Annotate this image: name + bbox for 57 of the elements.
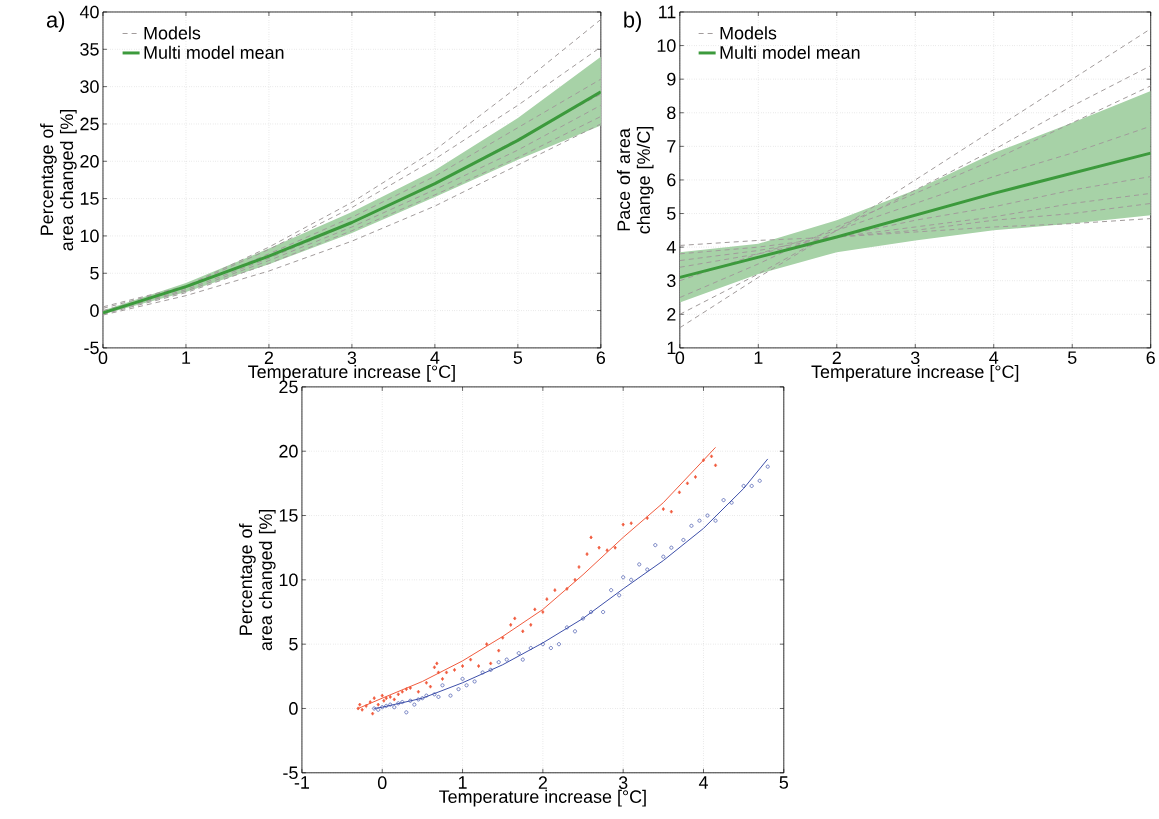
y-tick-label: 6 xyxy=(667,173,676,187)
y-tick-label: 7 xyxy=(667,140,676,153)
y-tick-label: 8 xyxy=(667,106,676,120)
x-tick-label: 2 xyxy=(832,351,841,365)
y-tick-label: 30 xyxy=(80,80,99,94)
y-axis-title: Percentage of area changed [%] xyxy=(239,510,276,651)
x-tick-label: 3 xyxy=(347,351,357,365)
x-tick-label: 1 xyxy=(182,351,191,364)
x-tick-label: 6 xyxy=(596,351,606,365)
x-tick-label: 1 xyxy=(754,351,763,364)
x-tick-label: 6 xyxy=(1146,351,1155,365)
chart-title: a) xyxy=(46,11,65,33)
y-tick-label: -5 xyxy=(84,341,99,355)
y-tick-label: 10 xyxy=(657,39,676,53)
y-tick-label: 0 xyxy=(289,702,298,715)
x-tick-label: 5 xyxy=(1067,351,1077,365)
y-tick-label: 25 xyxy=(279,380,298,394)
x-tick-label: 3 xyxy=(910,351,920,365)
y-tick-label: 1 xyxy=(667,341,676,355)
y-tick-label: 5 xyxy=(90,267,99,280)
x-tick-label: 4 xyxy=(698,776,708,789)
y-tick-label: 3 xyxy=(667,274,676,288)
x-axis-title: Temperature increase [°C] xyxy=(811,365,1019,382)
x-tick-label: 4 xyxy=(989,351,999,364)
legend-label: Multi model mean xyxy=(720,45,860,59)
x-axis-title: Temperature increase [°C] xyxy=(248,365,455,382)
y-tick-label: 15 xyxy=(279,509,298,522)
y-tick-label: 20 xyxy=(80,155,99,168)
y-tick-label: 9 xyxy=(667,72,676,86)
y-tick-label: 35 xyxy=(80,43,99,56)
y-tick-label: 15 xyxy=(80,192,99,205)
x-tick-label: 2 xyxy=(264,351,274,365)
y-tick-label: 20 xyxy=(279,444,298,458)
legend-label: Models xyxy=(720,26,777,40)
y-axis-title: Percentage of area changed [%] xyxy=(40,110,77,251)
x-tick-label: 1 xyxy=(458,776,467,789)
legend-label: Multi model mean xyxy=(144,45,284,59)
y-tick-label: 25 xyxy=(80,117,99,131)
x-tick-label: 3 xyxy=(618,776,628,790)
x-tick-label: 4 xyxy=(430,351,440,364)
y-tick-label: 10 xyxy=(80,229,99,243)
y-tick-label: 5 xyxy=(289,638,298,651)
x-tick-label: 0 xyxy=(377,776,387,790)
y-tick-label: 10 xyxy=(279,573,298,587)
y-tick-label: 5 xyxy=(667,207,676,220)
y-tick-label: 4 xyxy=(666,241,676,254)
x-tick-label: 5 xyxy=(513,351,523,365)
y-tick-label: 2 xyxy=(667,308,676,321)
y-axis-title: Pace of area change [%/C] xyxy=(616,127,654,234)
y-tick-label: 0 xyxy=(90,304,99,318)
x-tick-label: 2 xyxy=(538,776,547,789)
chart-title: b) xyxy=(624,11,641,33)
y-tick-label: 40 xyxy=(79,5,99,19)
legend-label: Models xyxy=(144,26,201,40)
y-tick-label: 11 xyxy=(659,5,676,19)
x-axis-title: Temperature increase [°C] xyxy=(439,789,646,807)
x-tick-label: 5 xyxy=(779,776,789,789)
